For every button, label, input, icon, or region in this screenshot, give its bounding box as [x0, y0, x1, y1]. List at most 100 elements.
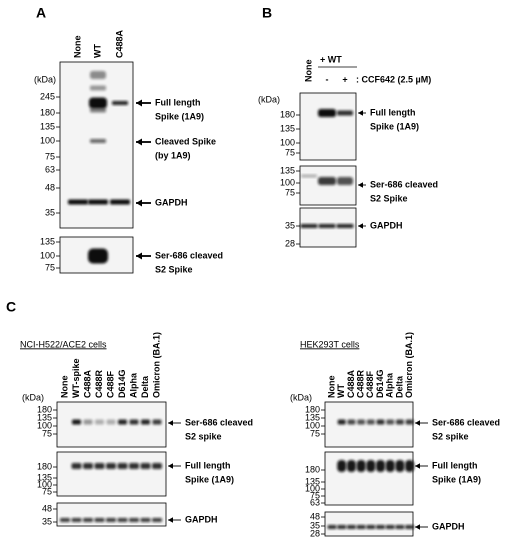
lane-label: WT-spike: [71, 358, 81, 398]
lane-label: None: [303, 60, 313, 83]
band: [395, 419, 404, 425]
annotation: Spike (1A9): [370, 121, 419, 131]
arrow-head: [136, 252, 142, 260]
band: [366, 460, 376, 472]
band: [83, 419, 93, 425]
annotation: S2 spike: [432, 431, 469, 441]
arrow-head: [415, 524, 420, 530]
marker-label: 100: [37, 420, 52, 430]
annotation: Full length: [432, 460, 478, 470]
band: [386, 419, 395, 425]
marker-label: 135: [280, 123, 295, 133]
marker-label: 75: [45, 151, 55, 161]
band: [90, 107, 106, 113]
annotation: GAPDH: [155, 197, 188, 207]
lane-label: None: [326, 376, 336, 399]
band: [385, 460, 395, 472]
band: [152, 463, 162, 469]
annotation: S2 Spike: [370, 193, 408, 203]
band: [405, 525, 415, 529]
marker-label: 100: [40, 135, 55, 145]
band: [71, 463, 82, 469]
band: [318, 109, 336, 117]
lane-label: D614G: [117, 369, 127, 398]
marker-label: 75: [45, 262, 55, 272]
band: [68, 199, 88, 205]
marker-label: 35: [310, 520, 320, 530]
band: [95, 419, 104, 425]
marker-label: 135: [37, 472, 52, 482]
lane-label: C488R: [94, 369, 104, 398]
arrow-head: [358, 223, 363, 229]
annotation: Spike (1A9): [155, 111, 204, 121]
band: [337, 110, 353, 116]
marker-label: 75: [310, 428, 320, 438]
panel-label: C: [6, 299, 16, 315]
marker-label: 180: [37, 461, 52, 471]
band: [376, 419, 385, 425]
band: [94, 518, 105, 522]
lane-label: Delta: [394, 375, 404, 398]
band: [356, 460, 366, 472]
band: [395, 525, 405, 529]
marker-label: 48: [42, 503, 52, 513]
annotation: Full length: [185, 460, 231, 470]
arrow-head: [136, 138, 142, 146]
lane-label: Omicron (BA.1): [404, 332, 414, 398]
band: [336, 224, 354, 228]
annotation: Ser-686 cleaved: [432, 417, 500, 427]
lane-label: C488A: [346, 369, 356, 398]
band: [337, 525, 347, 529]
band: [117, 518, 128, 522]
kda-label: (kDa): [22, 392, 44, 402]
marker-label: 35: [285, 220, 295, 230]
arrow-head: [136, 199, 142, 207]
annotation: S2 Spike: [155, 264, 193, 274]
band: [346, 460, 356, 472]
marker-label: 35: [45, 207, 55, 217]
band: [90, 71, 106, 79]
marker-label: 100: [280, 137, 295, 147]
blot: [56, 451, 167, 497]
band: [90, 139, 106, 143]
band: [366, 525, 376, 529]
lane-label: None: [59, 376, 69, 399]
annotation: Ser-686 cleaved: [155, 250, 223, 260]
marker-label: 75: [310, 490, 320, 500]
marker-label: 63: [45, 164, 55, 174]
band: [72, 419, 81, 425]
band: [141, 419, 150, 425]
annotation: GAPDH: [432, 521, 465, 531]
arrow-head: [358, 110, 363, 116]
band: [117, 463, 128, 469]
group-label: + WT: [320, 54, 342, 64]
band: [385, 525, 395, 529]
lane-label: Alpha: [385, 372, 395, 398]
marker-label: 180: [37, 404, 52, 414]
band: [106, 463, 116, 469]
band: [60, 518, 70, 522]
band: [88, 248, 108, 264]
annotation: Full length: [155, 97, 201, 107]
marker-label: 135: [305, 412, 320, 422]
lane-label: C488F: [365, 370, 375, 398]
band: [89, 97, 107, 109]
kda-label: (kDa): [34, 74, 56, 84]
arrow-head: [168, 420, 173, 426]
band: [129, 518, 139, 522]
lane-label: C488A: [114, 29, 124, 58]
subpanel-title: HEK293T cells: [300, 339, 360, 349]
treatment-label: : CCF642 (2.5 µM): [356, 74, 431, 84]
band: [347, 419, 356, 425]
marker-label: 245: [40, 91, 55, 101]
treatment: +: [342, 74, 347, 84]
band: [140, 518, 151, 522]
lane-label: None: [72, 36, 82, 59]
band: [90, 85, 106, 91]
marker-label: 100: [280, 177, 295, 187]
band: [140, 463, 151, 469]
marker-label: 135: [280, 165, 295, 175]
band: [94, 463, 105, 469]
marker-label: 100: [305, 483, 320, 493]
band: [129, 463, 139, 469]
